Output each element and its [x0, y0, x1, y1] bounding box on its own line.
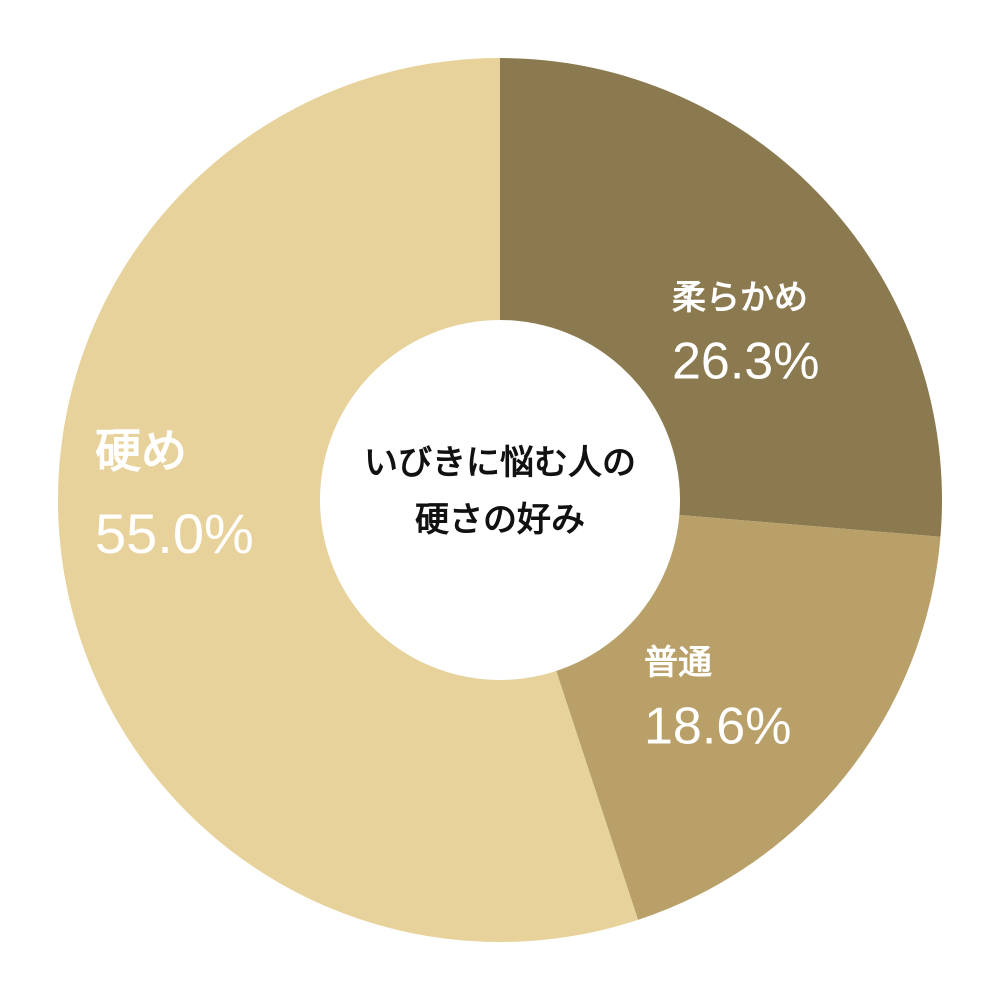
value-label: 26.3%: [672, 333, 819, 391]
value-label: 55.0%: [95, 502, 254, 565]
category-label: 硬め: [95, 425, 187, 477]
chart-title: 硬さの好み: [415, 501, 585, 539]
category-label: 普通: [644, 644, 712, 682]
chart-title: いびきに悩む人の: [364, 444, 636, 482]
value-label: 18.6%: [644, 698, 791, 756]
donut-hole: [320, 320, 680, 680]
category-label: 柔らかめ: [672, 279, 808, 317]
